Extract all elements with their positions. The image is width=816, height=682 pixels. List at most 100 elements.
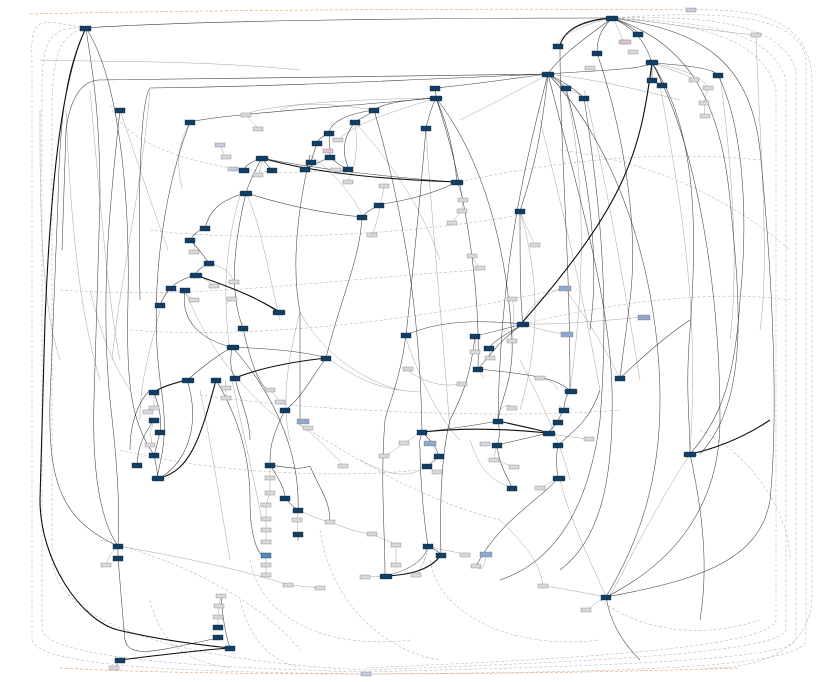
node-m85[interactable]: [108, 665, 120, 671]
node-c75[interactable]: [292, 507, 304, 514]
node-c64[interactable]: [552, 442, 564, 449]
node-m78[interactable]: [282, 582, 294, 588]
node-c14[interactable]: [114, 107, 126, 114]
node-c66[interactable]: [433, 453, 445, 460]
node-c39[interactable]: [154, 302, 166, 309]
node-m52[interactable]: [479, 441, 491, 447]
node-c19[interactable]: [323, 130, 335, 137]
node-c65[interactable]: [148, 452, 160, 459]
node-c45[interactable]: [226, 344, 240, 351]
node-m16[interactable]: [252, 172, 264, 178]
node-m83[interactable]: [580, 607, 592, 613]
node-m43[interactable]: [148, 405, 160, 411]
node-m51[interactable]: [423, 440, 437, 447]
node-c77[interactable]: [112, 543, 124, 550]
node-c62[interactable]: [542, 430, 556, 437]
node-m8[interactable]: [699, 113, 711, 119]
node-c80[interactable]: [435, 552, 447, 559]
node-c48[interactable]: [472, 366, 484, 373]
node-c42[interactable]: [516, 321, 530, 328]
node-c83[interactable]: [212, 624, 224, 631]
node-m21[interactable]: [456, 208, 468, 214]
node-m72[interactable]: [100, 562, 112, 568]
node-c6[interactable]: [541, 71, 555, 78]
node-m26[interactable]: [466, 253, 478, 259]
node-m64[interactable]: [324, 519, 336, 525]
node-c31[interactable]: [514, 208, 526, 215]
node-c23[interactable]: [305, 159, 317, 166]
node-c33[interactable]: [199, 225, 211, 232]
node-m76[interactable]: [410, 572, 422, 578]
node-m63[interactable]: [260, 516, 272, 522]
node-m45[interactable]: [506, 405, 518, 411]
node-c60[interactable]: [154, 429, 166, 436]
node-m50[interactable]: [398, 440, 410, 446]
node-c56[interactable]: [279, 407, 291, 414]
node-c40[interactable]: [272, 309, 286, 316]
node-c82[interactable]: [600, 594, 612, 601]
node-c24[interactable]: [238, 167, 250, 174]
node-m87[interactable]: [685, 7, 697, 13]
node-c37[interactable]: [165, 285, 177, 292]
node-m70[interactable]: [459, 552, 471, 558]
node-c70[interactable]: [421, 463, 433, 470]
node-c87[interactable]: [260, 552, 272, 559]
node-c78[interactable]: [422, 543, 434, 550]
node-c76[interactable]: [292, 531, 304, 538]
node-m82[interactable]: [213, 603, 225, 609]
node-m27[interactable]: [474, 265, 486, 271]
node-c32[interactable]: [356, 214, 368, 221]
node-c4[interactable]: [632, 31, 644, 38]
node-c63[interactable]: [491, 442, 503, 449]
node-m60[interactable]: [264, 490, 276, 496]
node-m7[interactable]: [698, 100, 710, 106]
node-c27[interactable]: [342, 166, 354, 173]
node-c85[interactable]: [224, 645, 236, 652]
node-c26[interactable]: [299, 166, 311, 173]
node-c5[interactable]: [645, 59, 659, 66]
node-c28[interactable]: [450, 179, 464, 186]
node-c20[interactable]: [311, 140, 323, 147]
node-c41[interactable]: [237, 325, 249, 332]
node-m74[interactable]: [470, 563, 482, 569]
node-c54[interactable]: [564, 388, 578, 395]
node-c55[interactable]: [558, 407, 570, 414]
node-m56[interactable]: [337, 463, 349, 469]
node-m69[interactable]: [479, 551, 493, 558]
node-m42[interactable]: [274, 399, 286, 405]
node-c44[interactable]: [469, 333, 481, 340]
node-c86[interactable]: [114, 657, 126, 664]
node-m22[interactable]: [446, 220, 458, 226]
node-c53[interactable]: [148, 389, 160, 396]
node-m37[interactable]: [534, 375, 546, 381]
node-c12[interactable]: [429, 85, 441, 92]
node-m15[interactable]: [227, 166, 239, 172]
node-c57[interactable]: [148, 417, 160, 424]
node-m53[interactable]: [378, 453, 390, 459]
node-c58[interactable]: [492, 418, 504, 425]
node-root[interactable]: [605, 15, 619, 22]
node-m24[interactable]: [529, 242, 541, 248]
node-m23[interactable]: [366, 232, 378, 238]
node-c79[interactable]: [112, 555, 124, 562]
node-c17[interactable]: [349, 119, 361, 126]
node-c84[interactable]: [212, 634, 224, 641]
node-c38[interactable]: [179, 287, 191, 294]
node-c47[interactable]: [320, 355, 332, 362]
node-c50[interactable]: [210, 377, 222, 384]
node-m35[interactable]: [484, 355, 496, 361]
node-m75[interactable]: [260, 572, 272, 578]
node-m81[interactable]: [215, 593, 227, 599]
node-m17[interactable]: [330, 167, 342, 173]
node-c13[interactable]: [429, 95, 443, 102]
node-m41[interactable]: [220, 395, 232, 401]
node-m48[interactable]: [583, 436, 595, 442]
node-m66[interactable]: [366, 531, 378, 537]
node-m91[interactable]: [620, 39, 632, 45]
node-m32[interactable]: [506, 296, 518, 302]
node-m89[interactable]: [560, 331, 574, 338]
node-m29[interactable]: [208, 283, 220, 289]
node-m3[interactable]: [627, 49, 639, 55]
node-m5[interactable]: [688, 77, 700, 83]
node-m39[interactable]: [264, 387, 276, 393]
